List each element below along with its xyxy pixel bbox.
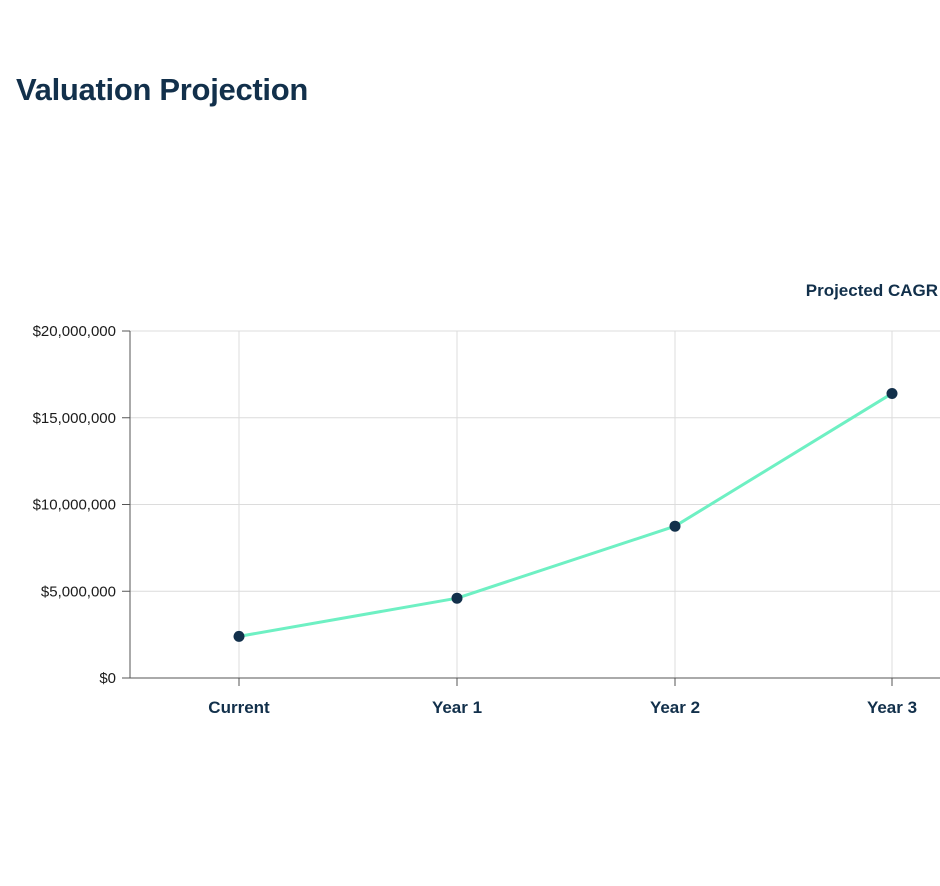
data-point — [669, 520, 681, 532]
y-tick-label: $10,000,000 — [33, 497, 116, 514]
y-tick-label: $0 — [99, 670, 116, 687]
x-tick-label: Year 2 — [650, 698, 700, 717]
x-axis-ticks: Current Year 1 Year 2 Year 3 — [208, 678, 917, 717]
data-point — [451, 592, 463, 604]
y-axis-ticks: $0 $5,000,000 $10,000,000 $15,000,000 $20,00… — [33, 323, 130, 687]
page-title: Valuation Projection — [16, 72, 308, 107]
data-point — [233, 630, 245, 642]
series-line — [238, 392, 893, 638]
y-tick-label: $5,000,000 — [41, 583, 116, 600]
cagr-label: Projected CAGR — [805, 281, 938, 300]
y-tick-label: $20,000,000 — [33, 323, 116, 340]
grid-lines — [130, 330, 940, 678]
x-tick-label: Year 3 — [867, 698, 917, 717]
series-layer — [233, 387, 898, 642]
x-tick-label: Current — [208, 698, 270, 717]
data-point — [886, 387, 898, 399]
x-tick-label: Year 1 — [432, 698, 482, 717]
y-tick-label: $15,000,000 — [33, 410, 116, 427]
